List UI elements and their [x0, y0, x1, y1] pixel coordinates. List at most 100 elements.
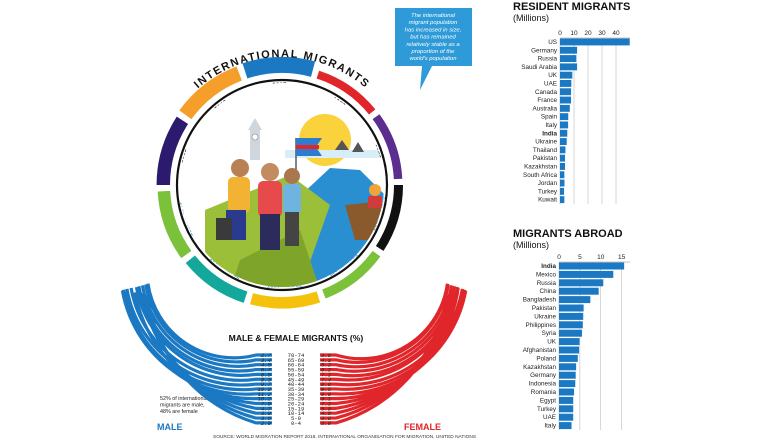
- age-group-label: 40-44: [288, 381, 305, 388]
- bar-ukraine: [560, 138, 567, 145]
- age-group-label: 55-59: [288, 367, 305, 374]
- ring-segment-1975: [372, 114, 403, 180]
- clock-tower-illustration: [250, 130, 260, 160]
- age-group-label: 65-69: [288, 357, 305, 364]
- male-value: 10.8: [258, 386, 272, 393]
- category-label: France: [537, 97, 557, 104]
- bar-kuwait: [560, 196, 565, 204]
- female-value: 8.8: [321, 381, 332, 388]
- axis-tick-label: 20: [584, 30, 592, 37]
- category-label: Afghanistan: [523, 347, 557, 354]
- ring-segment-2015: [242, 57, 316, 79]
- callout-text: but has remained: [410, 35, 456, 41]
- female-value: 3.8: [321, 352, 332, 359]
- category-label: Russia: [537, 280, 557, 287]
- bar-canada: [560, 88, 572, 96]
- ring-segment-2005: [156, 116, 189, 185]
- bar-thailand: [560, 146, 566, 154]
- ring-segment-1985: [322, 250, 381, 299]
- category-label: Turkey: [538, 188, 558, 195]
- male-value: 10.2: [258, 396, 272, 403]
- bar-turkey: [560, 187, 565, 195]
- bar-germany: [560, 46, 578, 54]
- category-label: Italy: [545, 122, 557, 129]
- bar-ukraine: [559, 312, 584, 320]
- bar-italy: [559, 422, 572, 430]
- callout-text: has increased in size,: [405, 27, 462, 33]
- male-value: 3.9: [261, 410, 272, 417]
- category-label: UK: [547, 339, 557, 346]
- category-label: Romania: [531, 389, 557, 396]
- age-group-label: 5-9: [291, 415, 301, 422]
- male-value: 7.0: [261, 401, 272, 408]
- category-label: Turkey: [537, 406, 557, 413]
- age-group-label: 20-24: [288, 401, 305, 408]
- category-label: US: [548, 39, 557, 46]
- female-value: 7.2: [321, 401, 332, 408]
- male-female-title: MALE & FEMALE MIGRANTS (%): [229, 333, 364, 343]
- category-label: UAE: [543, 414, 556, 421]
- gender-note: 52% of international: [160, 396, 208, 402]
- male-bar: [144, 284, 280, 364]
- female-value: 3.6: [321, 420, 332, 427]
- bar-chart-subtitle: (Millions): [513, 240, 549, 250]
- category-label: South Africa: [523, 172, 557, 179]
- male-value: 5.7: [261, 367, 272, 374]
- male-value: 2.9: [261, 420, 272, 427]
- category-label: Russia: [538, 56, 558, 63]
- migrants-abroad-chart: MIGRANTS ABROAD(Millions) 0 5 10 15 IndiaMexi…: [513, 228, 630, 430]
- age-group-label: 25-29: [288, 396, 305, 403]
- female-value: 7.4: [321, 376, 332, 383]
- category-label: Pakistan: [533, 155, 558, 162]
- age-group-label: 15-19: [288, 405, 305, 412]
- bar-uk: [559, 338, 580, 346]
- category-label: Thailand: [533, 147, 558, 154]
- female-value: 4.6: [321, 410, 332, 417]
- category-label: Syria: [542, 330, 557, 337]
- category-label: Jordan: [538, 180, 558, 187]
- bar-italy: [560, 121, 569, 129]
- category-label: Germany: [531, 47, 558, 54]
- bar-afghanistan: [559, 346, 580, 354]
- bar-germany: [559, 371, 576, 379]
- ring-segment-1970: [316, 70, 376, 115]
- female-bar: [313, 295, 449, 425]
- age-pyramid-chart: 2.7 70-74 3.8 3.4 65-69 4.1 4.5 60-64 5.2 5.7 55-5…: [120, 283, 468, 427]
- category-label: Kuwait: [538, 197, 557, 204]
- bar-jordan: [560, 179, 565, 187]
- category-label: Canada: [535, 89, 558, 96]
- female-value: 5.8: [321, 405, 332, 412]
- female-value: 9.9: [321, 391, 332, 398]
- bar-romania: [559, 388, 575, 396]
- category-label: Spain: [541, 114, 558, 121]
- female-value: 5.2: [321, 362, 332, 369]
- male-value: 3.4: [261, 357, 272, 364]
- bar-uae: [560, 80, 572, 87]
- female-value: 7.2: [321, 371, 332, 378]
- age-group-label: 10-14: [288, 410, 305, 417]
- category-label: India: [541, 263, 556, 270]
- bar-chart-subtitle: (Millions): [513, 13, 549, 23]
- male-value: 4.7: [261, 405, 272, 412]
- category-label: Germany: [530, 372, 557, 379]
- category-label: Kazakhstan: [524, 163, 557, 170]
- male-bar: [123, 291, 280, 401]
- axis-tick-label: 15: [618, 254, 626, 261]
- age-group-label: 35-39: [288, 386, 305, 393]
- category-label: Poland: [536, 355, 556, 362]
- female-value: 9.5: [321, 386, 332, 393]
- category-label: UAE: [544, 80, 557, 87]
- axis-tick-label: 10: [597, 254, 605, 261]
- female-value: 9.1: [321, 396, 331, 403]
- gender-note: migrants are male,: [160, 403, 205, 409]
- category-label: Saudi Arabia: [521, 64, 557, 71]
- bar-egypt: [559, 396, 574, 404]
- bar-chart-title: RESIDENT MIGRANTS: [513, 1, 630, 13]
- female-bar: [313, 288, 464, 387]
- male-value: 9.7: [261, 381, 272, 388]
- category-label: India: [542, 130, 557, 137]
- category-label: UK: [548, 72, 558, 79]
- ring-segment-1990: [250, 291, 321, 309]
